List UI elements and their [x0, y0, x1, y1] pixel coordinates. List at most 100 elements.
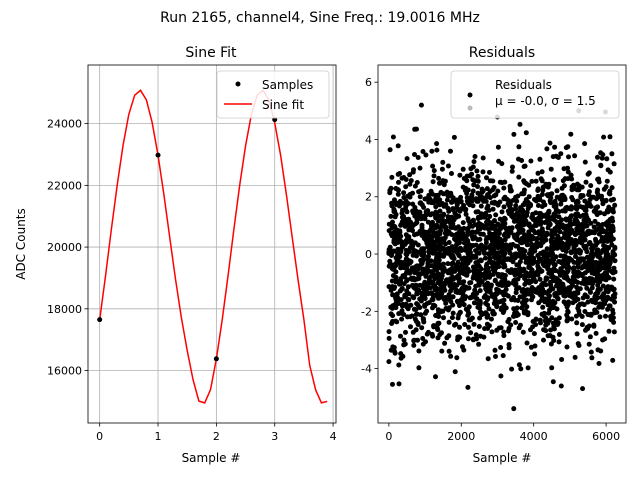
sine-fit-axes-frame	[87, 64, 337, 424]
residual-point	[546, 310, 552, 316]
residual-point	[545, 193, 551, 199]
residual-point	[518, 366, 524, 372]
residual-point	[518, 205, 523, 211]
residual-point	[448, 353, 454, 359]
residual-point	[477, 315, 483, 321]
residual-point	[405, 237, 411, 243]
residual-point	[437, 247, 443, 253]
residual-point	[554, 226, 560, 232]
residual-point	[523, 199, 529, 205]
residual-point	[541, 337, 546, 343]
residuals-ticks: 0 2000 4000 6000 -4 -2 0 2 4 6	[361, 76, 620, 443]
residual-point	[475, 190, 481, 196]
residual-point	[566, 226, 571, 232]
residual-point	[446, 293, 452, 299]
residual-point	[572, 186, 578, 192]
residual-point	[596, 194, 602, 200]
residual-point	[543, 233, 549, 238]
residual-point	[499, 223, 505, 229]
residual-point	[564, 257, 570, 262]
residual-point	[457, 324, 462, 330]
residual-point	[528, 158, 534, 164]
residual-point	[530, 294, 536, 300]
residual-point	[586, 323, 592, 329]
residual-point	[442, 235, 448, 241]
residual-point	[405, 306, 411, 312]
residual-point	[478, 231, 484, 237]
residual-point	[398, 333, 403, 339]
residual-point	[506, 342, 512, 347]
residual-point	[490, 311, 496, 317]
residual-point	[605, 245, 611, 251]
residual-point	[415, 155, 421, 160]
residual-point	[487, 178, 493, 184]
residual-point	[538, 285, 544, 291]
residual-point	[607, 134, 613, 140]
residual-point	[590, 269, 596, 275]
residual-point	[452, 282, 457, 287]
residual-point	[425, 329, 431, 335]
residual-point	[580, 193, 586, 199]
sine-fit-ticks: 0 1 2 3 4 16000 18000 20000 22000 24000	[47, 118, 337, 443]
residual-point	[561, 271, 567, 277]
residual-point	[442, 340, 448, 346]
residual-point	[460, 290, 466, 296]
residual-point	[610, 236, 616, 242]
residual-point	[462, 247, 468, 253]
residual-point	[579, 234, 585, 240]
residual-point	[558, 383, 564, 389]
residual-point	[507, 250, 513, 256]
residual-point	[587, 334, 593, 340]
residual-point	[604, 156, 610, 162]
residual-point	[600, 283, 606, 289]
residual-point	[546, 318, 552, 324]
residual-point	[564, 318, 570, 324]
residual-point	[398, 233, 404, 239]
residuals-ytick-label: 2	[365, 191, 372, 204]
residual-point	[539, 192, 545, 197]
residual-point	[480, 169, 486, 175]
residual-point	[505, 280, 511, 286]
residual-point	[399, 316, 405, 322]
residual-point	[529, 241, 534, 247]
residual-point	[399, 286, 405, 291]
residual-point	[582, 281, 588, 287]
residual-point	[560, 259, 566, 265]
residual-point	[553, 201, 559, 207]
residual-point	[392, 197, 397, 203]
residual-point	[414, 216, 420, 222]
residuals-xtick-label: 4000	[520, 430, 548, 443]
residual-point	[555, 322, 561, 327]
sine-fit-ylabel: ADC Counts	[14, 208, 28, 280]
residual-point	[588, 257, 594, 262]
residual-point	[588, 349, 594, 355]
residual-point	[386, 359, 392, 365]
residual-point	[445, 163, 451, 169]
residual-point	[473, 254, 479, 260]
residual-point	[594, 275, 600, 281]
residual-point	[454, 200, 460, 206]
residual-point	[394, 227, 400, 233]
residual-point	[431, 168, 437, 174]
residual-point	[417, 296, 423, 302]
residual-point	[586, 341, 592, 347]
residual-point	[612, 245, 618, 251]
residual-point	[473, 283, 479, 289]
residual-point	[433, 374, 438, 380]
residual-point	[489, 200, 495, 206]
residual-point	[418, 257, 424, 263]
residual-point	[464, 238, 470, 244]
residual-point	[484, 175, 489, 181]
residual-point	[437, 208, 443, 214]
residual-point	[596, 231, 602, 237]
residual-point	[576, 343, 582, 348]
residual-point	[471, 182, 477, 188]
residual-point	[398, 222, 404, 228]
residual-point	[392, 214, 398, 220]
residual-point	[408, 324, 413, 330]
residual-point	[448, 288, 454, 294]
residual-point	[572, 153, 578, 159]
residual-point	[513, 251, 519, 257]
residual-point	[561, 287, 567, 293]
residual-point	[472, 222, 478, 228]
